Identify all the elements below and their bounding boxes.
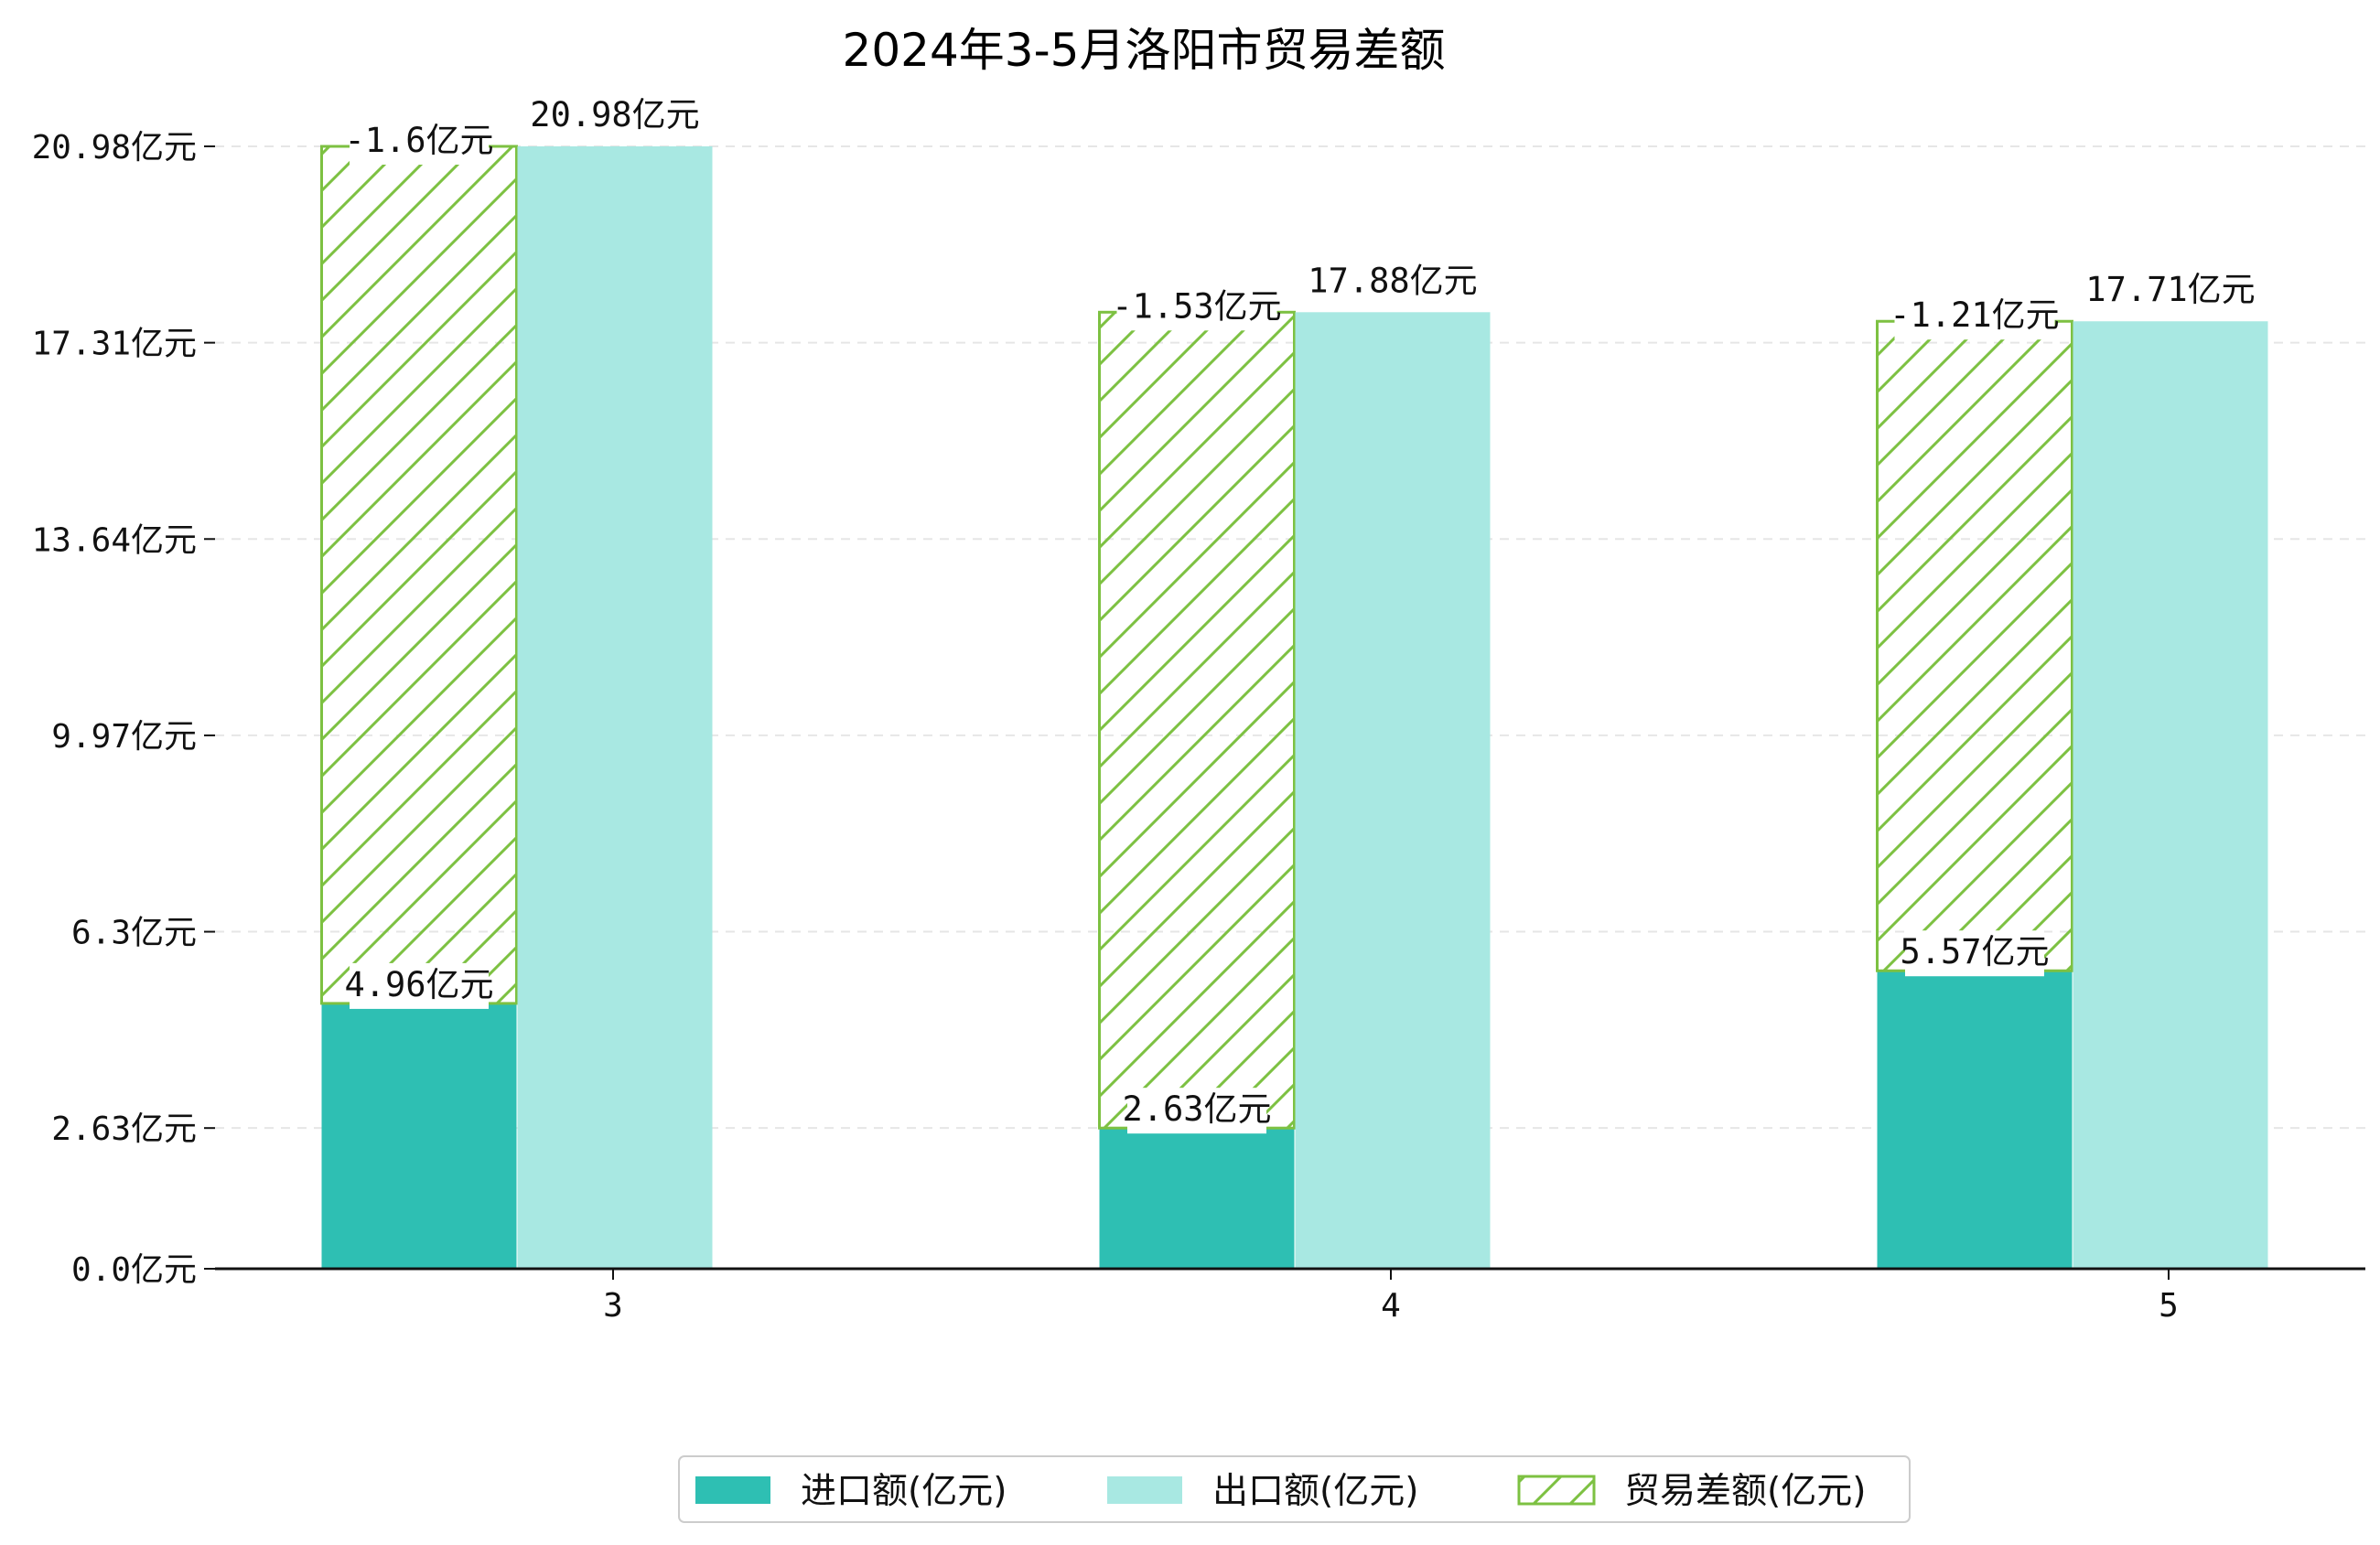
y-tick-label: 13.64亿元 bbox=[32, 521, 197, 559]
import-bar bbox=[1877, 971, 2073, 1269]
import-label-bg bbox=[1127, 1088, 1266, 1134]
trade-balance-label: -1.21亿元 bbox=[1890, 295, 2059, 335]
import-bar bbox=[1099, 1128, 1295, 1269]
y-tick-label: 0.0亿元 bbox=[71, 1251, 197, 1289]
x-tick-label: 4 bbox=[1381, 1287, 1401, 1325]
import-label: 2.63亿元 bbox=[1122, 1089, 1271, 1129]
legend-box bbox=[678, 1455, 1911, 1523]
import-label-bg bbox=[350, 962, 489, 1009]
trade-balance-label-bg bbox=[350, 119, 489, 165]
chart-title: 2024年3-5月洛阳市贸易差额 bbox=[843, 24, 1446, 77]
y-axis: 0.0亿元 2.63亿元 6.3亿元 9.97亿元 13.64亿元 17.31亿元 20.9… bbox=[32, 129, 215, 1289]
trade-balance-bar bbox=[320, 145, 518, 1005]
export-bar bbox=[517, 146, 713, 1269]
export-label-bg bbox=[534, 93, 695, 139]
trade-balance-label: -1.6亿元 bbox=[344, 121, 493, 160]
export-label: 17.71亿元 bbox=[2085, 270, 2255, 309]
legend: 进口额(亿元) 出口额(亿元) 贸易差额(亿元) bbox=[678, 1455, 1911, 1523]
import-label: 4.96亿元 bbox=[344, 965, 493, 1004]
y-tick-label: 9.97亿元 bbox=[51, 718, 197, 756]
y-tick-label: 20.98亿元 bbox=[32, 129, 197, 166]
trade-balance-label-bg bbox=[1894, 294, 2055, 340]
legend-label: 贸易差额(亿元) bbox=[1624, 1471, 1866, 1512]
export-bar bbox=[1295, 312, 1491, 1269]
export-bar bbox=[2073, 321, 2268, 1270]
legend-swatch bbox=[695, 1476, 770, 1504]
y-tick-label: 6.3亿元 bbox=[71, 915, 197, 952]
export-label: 20.98亿元 bbox=[530, 95, 699, 134]
x-tick-label: 3 bbox=[603, 1287, 623, 1325]
value-labels: -1.6亿元 4.96亿元 20.98亿元 -1.53亿元 2.63亿元 17.88亿元 -… bbox=[344, 93, 2256, 1134]
export-label-bg bbox=[1312, 259, 1473, 306]
import-label: 5.57亿元 bbox=[1900, 932, 2049, 971]
legend-label: 进口额(亿元) bbox=[801, 1471, 1007, 1512]
import-bar bbox=[321, 1003, 517, 1269]
export-label: 17.88亿元 bbox=[1308, 261, 1477, 300]
y-tick-label: 2.63亿元 bbox=[51, 1110, 197, 1148]
legend-swatch bbox=[1517, 1475, 1596, 1506]
trade-balance-bar bbox=[1876, 319, 2073, 972]
bars-layer bbox=[320, 145, 2268, 1270]
y-tick-label: 17.31亿元 bbox=[32, 326, 197, 363]
trade-balance-label: -1.53亿元 bbox=[1112, 286, 1281, 326]
trade-balance-bar bbox=[1098, 310, 1296, 1130]
x-axis: 3 4 5 bbox=[215, 1267, 2365, 1325]
trade-balance-label-bg bbox=[1116, 284, 1277, 331]
x-tick-label: 5 bbox=[2159, 1287, 2179, 1325]
legend-label: 出口额(亿元) bbox=[1212, 1471, 1418, 1512]
import-label-bg bbox=[1905, 930, 2044, 977]
legend-swatch bbox=[1107, 1476, 1182, 1504]
export-label-bg bbox=[2090, 268, 2251, 315]
